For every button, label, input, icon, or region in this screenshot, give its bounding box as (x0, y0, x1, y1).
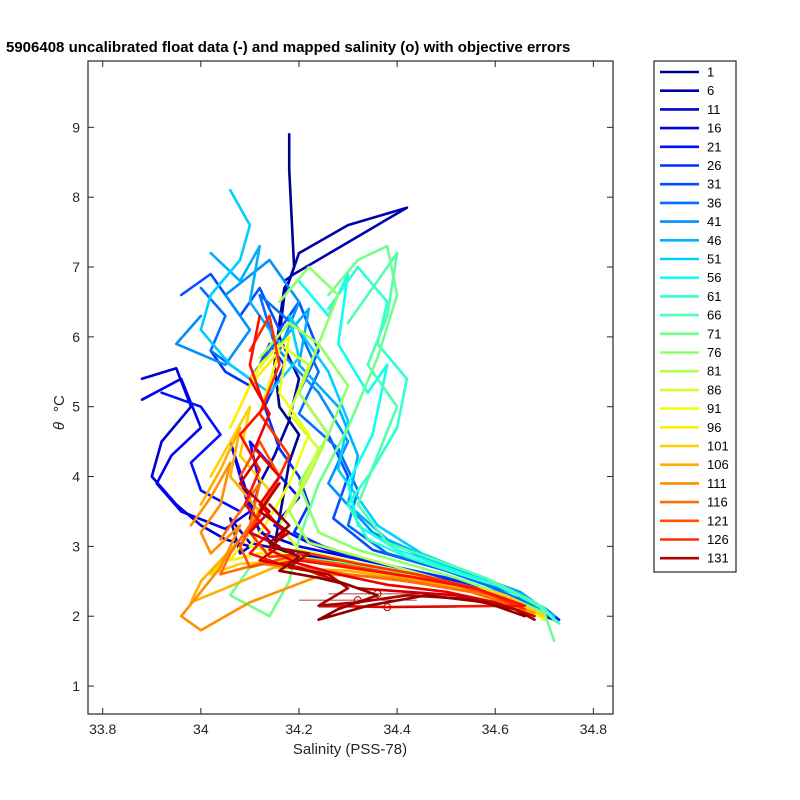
x-tick-label: 34.6 (482, 721, 509, 737)
y-axis-label-unit: °C (51, 395, 68, 412)
mapped-salinity-point-0 (353, 596, 362, 605)
series-line-extra-30 (268, 503, 527, 622)
series-layer (140, 133, 561, 643)
legend-label-96: 96 (707, 420, 721, 435)
legend-label-106: 106 (707, 457, 729, 472)
plot-area-frame (87, 60, 614, 715)
series-line-76 (278, 265, 546, 618)
y-axis-ticks: 1 2 3 4 5 6 7 8 9 (72, 119, 613, 694)
x-axis-ticks: 33.8 34 34.2 34.4 34.6 34.8 (89, 61, 607, 737)
legend-label-76: 76 (707, 345, 721, 360)
series-line-66 (346, 251, 561, 625)
legend-label-91: 91 (707, 401, 721, 416)
y-tick-label: 7 (72, 259, 80, 275)
series-line-116 (219, 482, 527, 611)
legend-label-21: 21 (707, 139, 721, 154)
legend-label-16: 16 (707, 121, 721, 136)
mapped-salinity-point-2 (383, 603, 392, 612)
legend-label-81: 81 (707, 364, 721, 379)
legend-label-111: 111 (707, 476, 727, 491)
legend-label-26: 26 (707, 158, 721, 173)
legend-label-31: 31 (707, 177, 721, 192)
series-line-extra-28 (238, 454, 536, 618)
legend-label-11: 11 (707, 102, 721, 117)
y-tick-label: 3 (72, 538, 80, 554)
legend-label-41: 41 (707, 214, 721, 229)
series-line-131 (238, 314, 527, 609)
x-tick-label: 34.2 (285, 721, 312, 737)
y-tick-label: 1 (72, 678, 80, 694)
series-line-41 (175, 258, 556, 618)
x-tick-label: 34.8 (580, 721, 607, 737)
legend-label-1: 1 (707, 65, 714, 80)
legend-label-116: 116 (707, 495, 728, 510)
legend-label-126: 126 (707, 532, 729, 547)
y-tick-label: 6 (72, 329, 80, 345)
y-tick-label: 4 (72, 469, 80, 485)
legend-label-101: 101 (707, 439, 729, 454)
x-tick-label: 34.4 (383, 721, 410, 737)
legend-label-56: 56 (707, 270, 721, 285)
y-axis-label-symbol: θ (51, 422, 68, 430)
series-line-extra-27 (248, 377, 527, 615)
legend-label-46: 46 (707, 233, 721, 248)
x-axis-label: Salinity (PSS-78) (293, 741, 407, 758)
legend-label-61: 61 (707, 289, 721, 304)
mapped-salinity-point-1 (373, 589, 382, 598)
mapped-salinity-layer (298, 589, 456, 612)
chart-title: 5906408 uncalibrated float data (-) and … (6, 39, 570, 56)
legend-label-131: 131 (707, 551, 729, 566)
legend-label-86: 86 (707, 382, 721, 397)
x-tick-label: 33.8 (89, 721, 116, 737)
legend-label-71: 71 (707, 326, 721, 341)
legend-label-6: 6 (707, 83, 714, 98)
y-axis-label: θ °C (51, 395, 68, 430)
y-tick-label: 2 (72, 608, 80, 624)
series-line-61 (327, 265, 556, 622)
legend-label-66: 66 (707, 308, 721, 323)
legend-label-51: 51 (707, 252, 721, 267)
y-tick-label: 9 (72, 119, 80, 135)
y-tick-label: 5 (72, 399, 80, 415)
legend: 1611162126313641465156616671768186919610… (653, 60, 737, 573)
legend-label-36: 36 (707, 195, 721, 210)
legend-label-121: 121 (707, 513, 729, 528)
x-tick-label: 34 (193, 721, 209, 737)
y-tick-label: 8 (72, 189, 80, 205)
